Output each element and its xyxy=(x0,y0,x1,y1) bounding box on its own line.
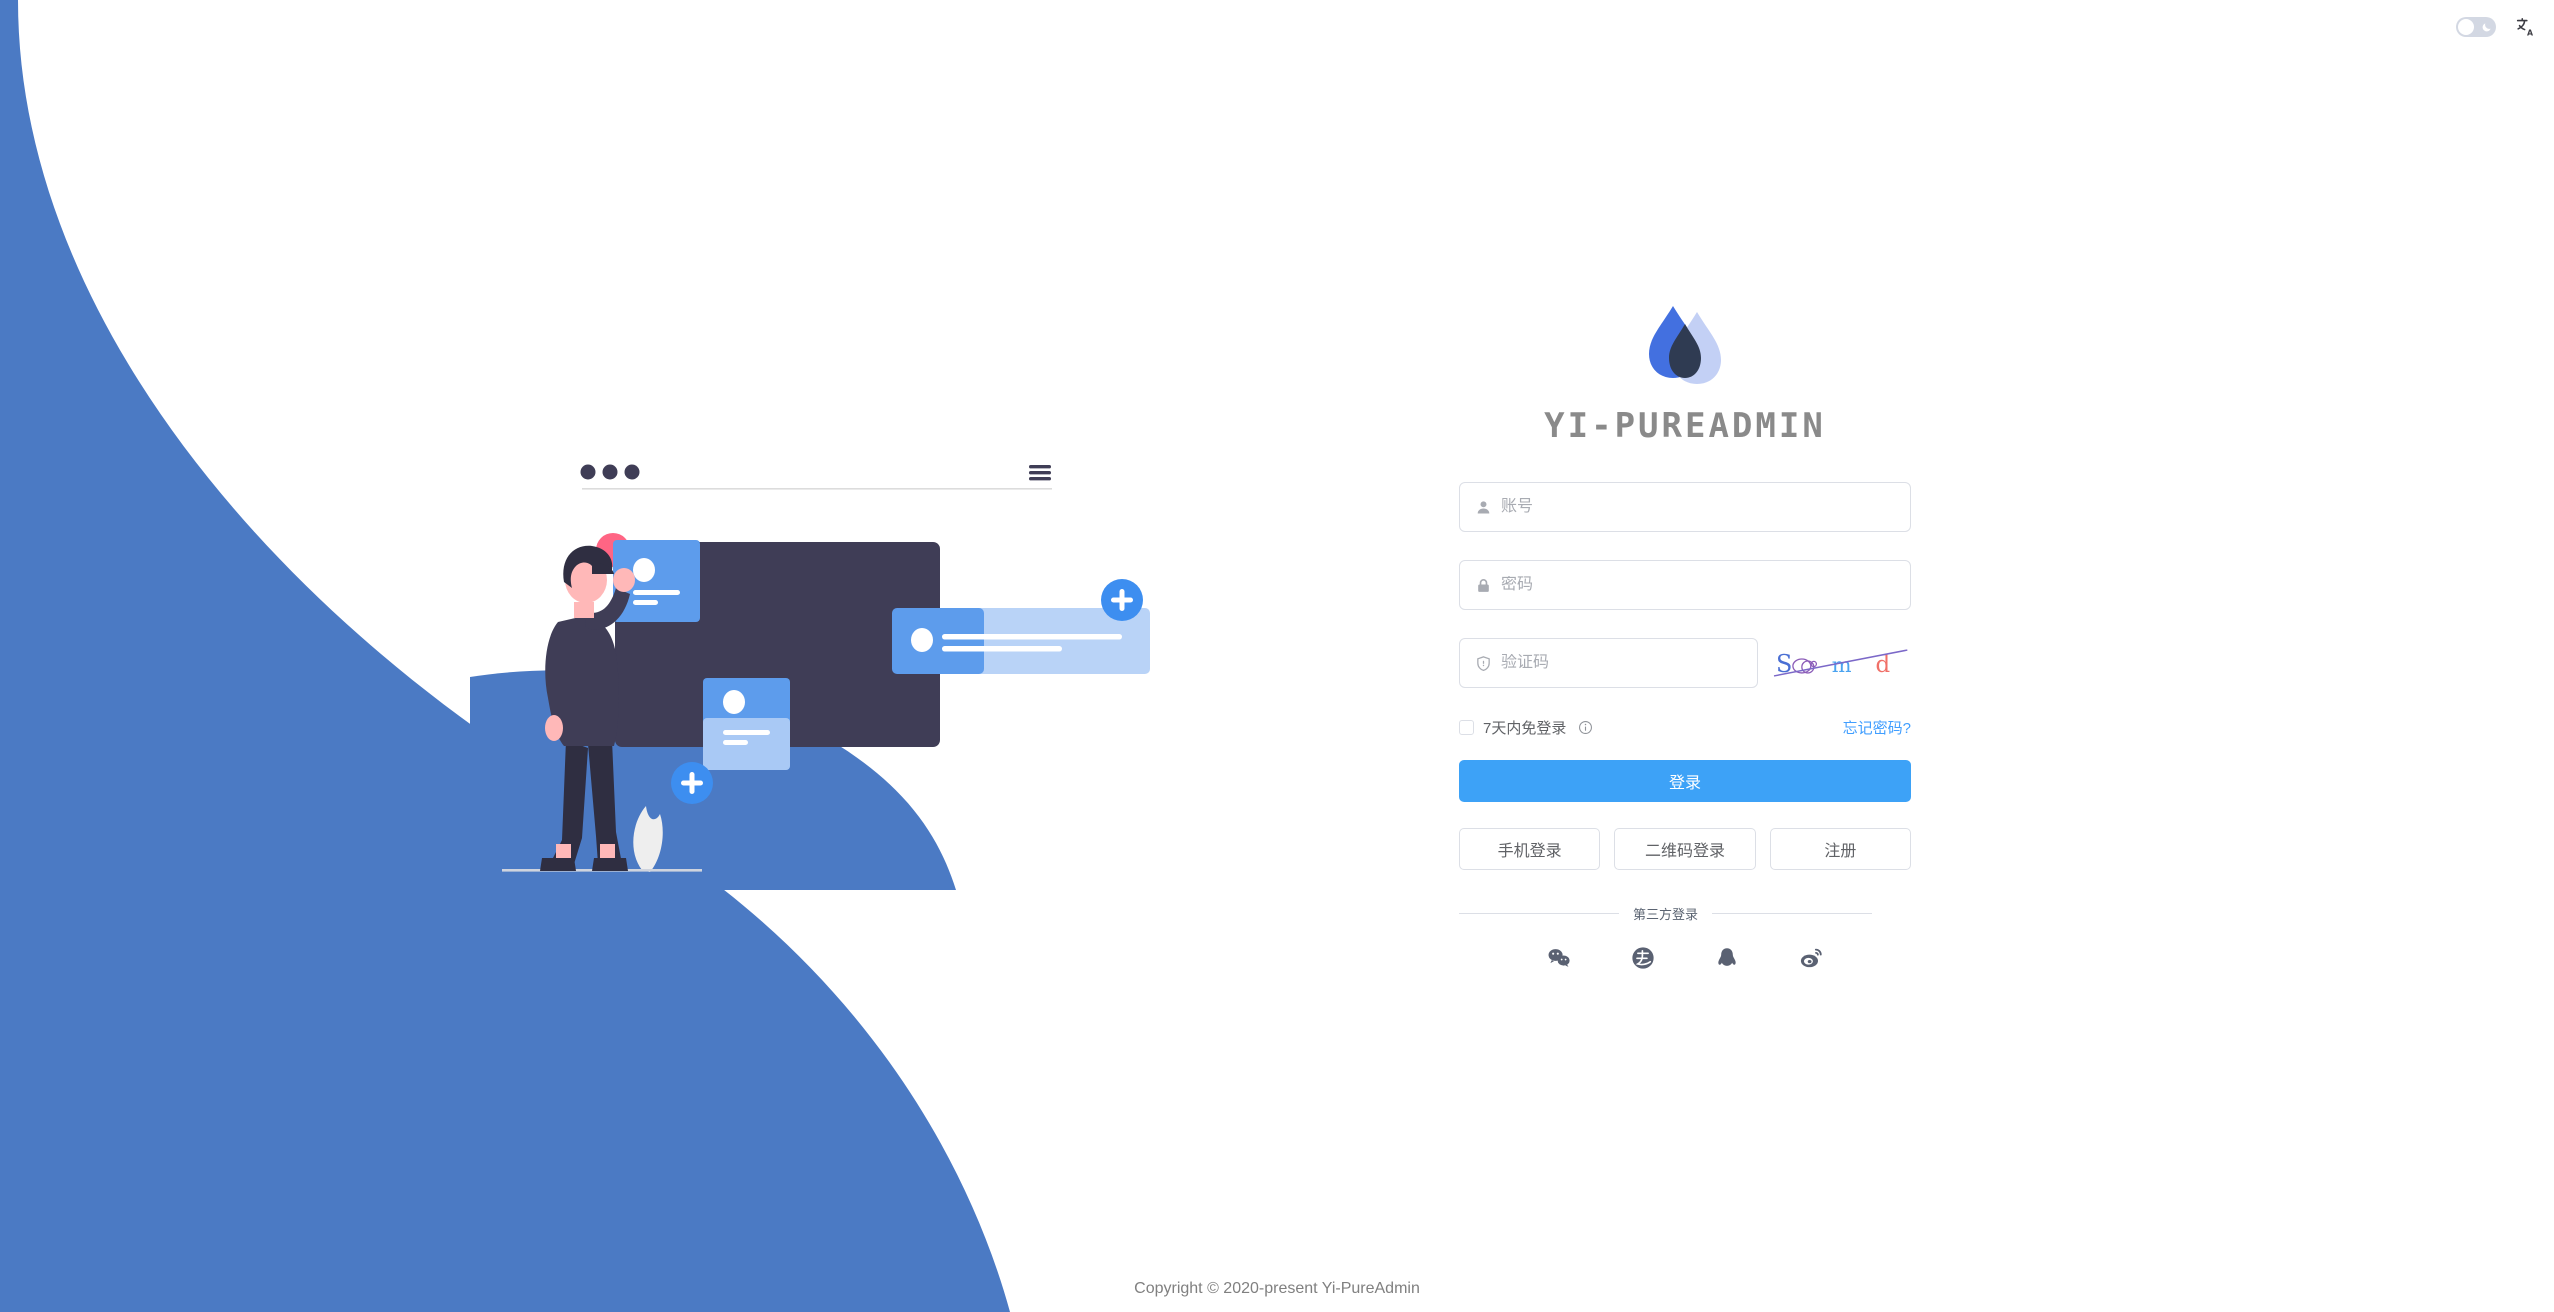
user-icon xyxy=(1474,498,1492,516)
alipay-icon xyxy=(1632,947,1654,969)
remember-me-label: 7天内免登录 xyxy=(1483,719,1567,737)
captcha-input[interactable] xyxy=(1501,654,1743,672)
register-button[interactable]: 注册 xyxy=(1769,828,1911,870)
language-button[interactable]: A xyxy=(2512,14,2538,40)
forgot-password-link[interactable]: 忘记密码? xyxy=(1842,719,1911,737)
moon-icon xyxy=(2482,22,2491,31)
dark-mode-toggle[interactable] xyxy=(2456,17,2496,37)
login-illustration xyxy=(470,464,1150,890)
login-form: S m d 7天内免登录 xyxy=(1459,482,1911,971)
illustration-window-bar xyxy=(580,464,1052,490)
password-input[interactable] xyxy=(1501,576,1896,594)
login-button[interactable]: 登录 xyxy=(1459,760,1911,802)
svg-text:S: S xyxy=(1776,650,1792,678)
alt-login-buttons: 手机登录 二维码登录 注册 xyxy=(1459,828,1911,870)
username-field[interactable] xyxy=(1459,482,1911,532)
svg-text:d: d xyxy=(1875,652,1890,678)
water-drop-logo-icon xyxy=(1649,306,1721,384)
options-row: 7天内免登录 忘记密码? xyxy=(1459,716,1911,738)
divider-line-right xyxy=(1712,913,1873,914)
remember-me-checkbox[interactable]: 7天内免登录 xyxy=(1459,717,1593,738)
wechat-icon xyxy=(1548,949,1570,967)
qrcode-login-button[interactable]: 二维码登录 xyxy=(1614,828,1756,870)
illustration-card-middle xyxy=(703,678,790,770)
wechat-login-button[interactable] xyxy=(1546,945,1572,971)
shield-icon xyxy=(1474,654,1492,672)
captcha-row: S m d xyxy=(1459,638,1911,688)
checkbox-box[interactable] xyxy=(1459,719,1474,735)
qq-login-button[interactable] xyxy=(1714,945,1740,971)
username-input[interactable] xyxy=(1501,498,1896,516)
illustration-plus-button-middle xyxy=(671,762,713,804)
translate-icon: A xyxy=(2516,17,2533,37)
third-party-divider: 第三方登录 xyxy=(1459,904,1911,923)
illustration-plus-button-right xyxy=(1101,579,1143,621)
captcha-field[interactable] xyxy=(1459,638,1758,688)
svg-text:m: m xyxy=(1831,653,1851,677)
lock-icon xyxy=(1474,576,1492,594)
top-controls: A xyxy=(2456,14,2538,40)
alipay-login-button[interactable] xyxy=(1630,945,1656,971)
phone-login-button[interactable]: 手机登录 xyxy=(1459,828,1601,870)
third-party-icons xyxy=(1459,945,1911,971)
password-field[interactable] xyxy=(1459,560,1911,610)
qq-icon xyxy=(1718,948,1736,966)
weibo-icon xyxy=(1800,948,1822,968)
captcha-image[interactable]: S m d xyxy=(1771,642,1911,684)
toggle-knob xyxy=(2458,19,2474,35)
footer-copyright: Copyright © 2020-present Yi-PureAdmin xyxy=(1134,1280,1420,1297)
divider-line-left xyxy=(1459,913,1619,914)
third-party-label: 第三方登录 xyxy=(1633,907,1699,922)
info-circle-icon[interactable] xyxy=(1578,720,1593,735)
page-title: YI-PUREADMIN xyxy=(1544,406,1826,446)
login-panel: YI-PUREADMIN xyxy=(1459,300,1911,971)
brand-block: YI-PUREADMIN xyxy=(1459,300,1911,446)
svg-text:A: A xyxy=(2527,28,2533,37)
weibo-login-button[interactable] xyxy=(1798,945,1824,971)
